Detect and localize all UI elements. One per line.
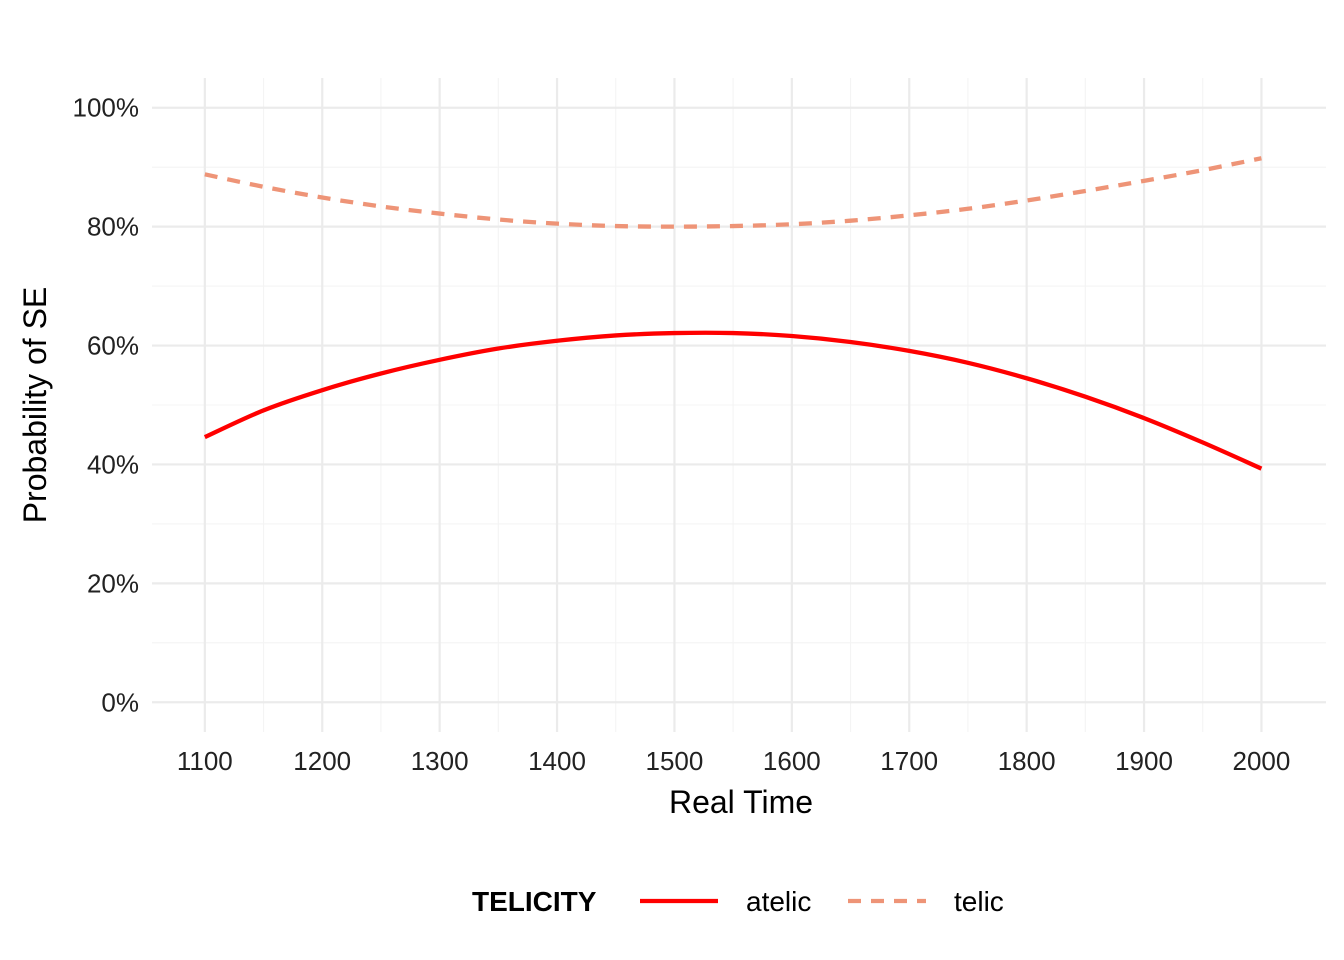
grid [152, 78, 1326, 732]
tick-labels: 1100 1200 1300 1400 1500 1600 1700 1800 1900 2000… [73, 93, 1291, 776]
x-tick-label: 1900 [1115, 746, 1173, 776]
x-tick-label: 1300 [411, 746, 469, 776]
y-tick-label: 60% [87, 331, 139, 361]
x-axis-title: Real Time [669, 784, 813, 820]
x-tick-label: 1600 [763, 746, 821, 776]
y-axis-title: Probability of SE [17, 287, 53, 524]
y-tick-label: 0% [101, 687, 139, 717]
legend-title: TELICITY [472, 886, 597, 917]
series-line-atelic [203, 330, 1263, 471]
x-tick-label: 1500 [646, 746, 704, 776]
x-tick-label: 2000 [1233, 746, 1291, 776]
x-tick-label: 1200 [293, 746, 351, 776]
x-tick-label: 1400 [528, 746, 586, 776]
y-tick-label: 80% [87, 212, 139, 242]
legend-label-telic: telic [954, 886, 1004, 917]
y-tick-label: 100% [73, 93, 140, 123]
x-tick-label: 1800 [998, 746, 1056, 776]
y-tick-label: 40% [87, 449, 139, 479]
series-lines [203, 156, 1263, 471]
series-line-telic [204, 156, 1262, 229]
y-tick-label: 20% [87, 568, 139, 598]
x-tick-label: 1100 [177, 746, 233, 776]
legend-label-atelic: atelic [746, 886, 811, 917]
x-tick-label: 1700 [880, 746, 938, 776]
legend: TELICITY atelic telic [472, 886, 1004, 917]
